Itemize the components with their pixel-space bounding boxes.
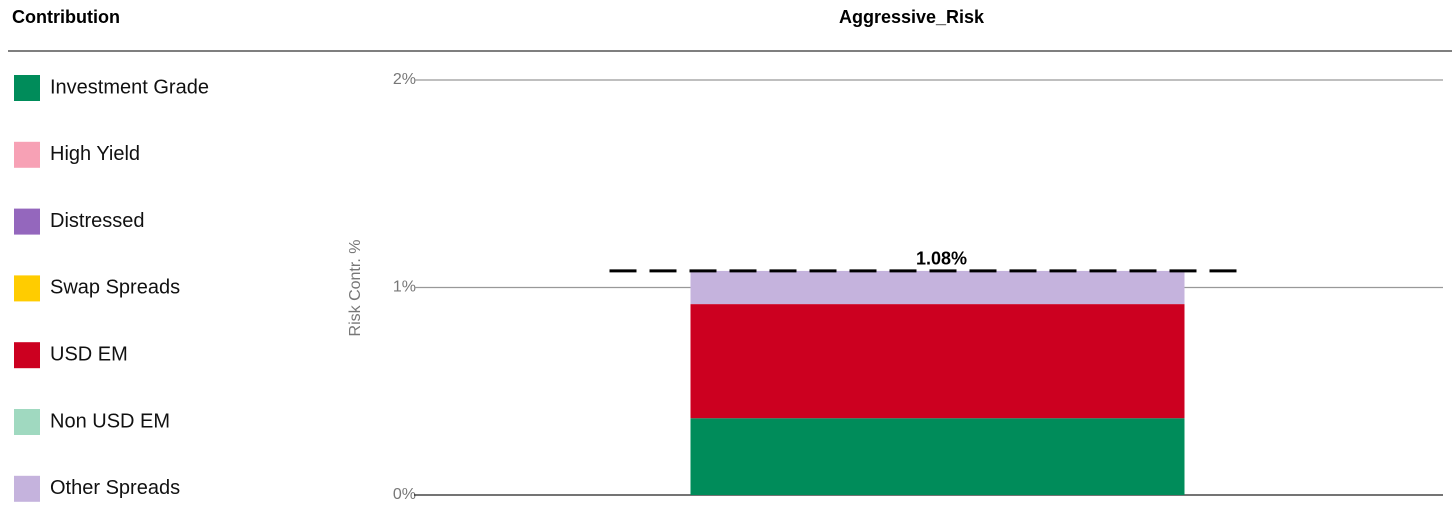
bar-segment <box>690 418 1185 495</box>
bar-segment <box>690 304 1185 419</box>
legend-swatch <box>14 409 40 435</box>
bar-segment <box>690 270 1185 305</box>
legend-label: Non USD EM <box>50 410 170 432</box>
category-label: Aggressive_Risk <box>839 7 985 27</box>
legend-title: Contribution <box>12 7 120 27</box>
legend-swatch <box>14 342 40 369</box>
legend-label: Other Spreads <box>50 477 180 499</box>
y-tick-label: 2% <box>393 71 416 88</box>
legend-label: Distressed <box>50 210 144 232</box>
total-label: 1.08% <box>916 249 967 269</box>
legend-swatch <box>14 75 40 101</box>
legend-swatch <box>14 275 40 302</box>
legend-label: Investment Grade <box>50 76 209 98</box>
legend-swatch <box>14 208 40 235</box>
legend-label: Swap Spreads <box>50 277 180 299</box>
y-axis-label: Risk Contr. % <box>347 240 364 337</box>
legend-swatch <box>14 141 40 168</box>
y-tick-label: 1% <box>393 279 416 296</box>
legend-swatch <box>14 475 40 502</box>
y-tick-label: 0% <box>393 486 416 503</box>
legend-label: High Yield <box>50 143 140 165</box>
legend-label: USD EM <box>50 343 128 365</box>
